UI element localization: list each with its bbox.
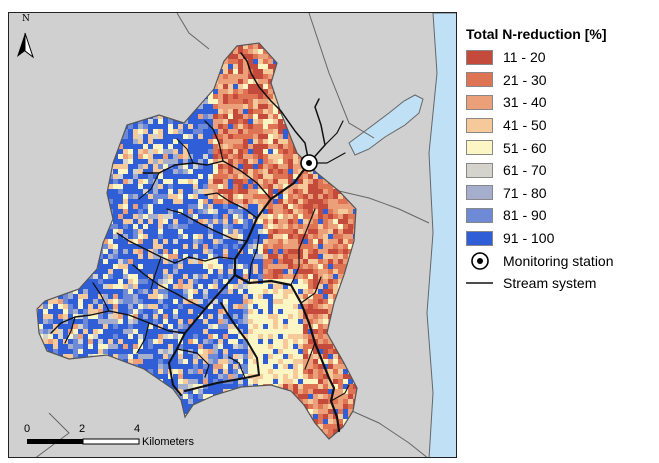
- legend-classes: 11 - 20 21 - 30 31 - 40 41 - 50 51 - 60 61 - …: [466, 46, 656, 249]
- legend-swatch: [466, 49, 493, 65]
- legend-class-label: 41 - 50: [503, 117, 547, 134]
- stream-system-label: Stream system: [503, 275, 597, 292]
- legend-class-7: 81 - 90: [466, 204, 656, 227]
- monitoring-station-icon: [466, 251, 493, 271]
- legend-stream-system: Stream system: [466, 272, 656, 295]
- catchment-map: [17, 13, 456, 457]
- legend-class-label: 91 - 100: [503, 230, 555, 247]
- legend-swatch: [466, 72, 493, 88]
- scale-tick-4: 4: [134, 423, 141, 435]
- legend-class-1: 21 - 30: [466, 69, 656, 92]
- legend-class-label: 71 - 80: [503, 184, 547, 201]
- legend-class-label: 31 - 40: [503, 94, 547, 111]
- monitoring-station-marker[interactable]: [300, 154, 318, 172]
- legend-swatch: [466, 94, 493, 110]
- legend-monitoring-station: Monitoring station: [466, 249, 656, 272]
- legend-class-2: 31 - 40: [466, 91, 656, 114]
- legend-class-5: 61 - 70: [466, 159, 656, 182]
- legend-swatch: [466, 117, 493, 133]
- legend-class-0: 11 - 20: [466, 46, 656, 69]
- legend-swatch: [466, 162, 493, 178]
- stream-line-icon: [466, 278, 493, 288]
- sea-area: [426, 13, 456, 457]
- legend-class-label: 81 - 90: [503, 207, 547, 224]
- north-arrow-icon: [17, 32, 34, 59]
- scale-tick-2: 2: [79, 423, 86, 435]
- scale-tick-0: 0: [24, 423, 31, 435]
- lake-area: [348, 94, 424, 156]
- scale-unit: Kilometers: [142, 436, 194, 448]
- legend-class-label: 51 - 60: [503, 139, 547, 156]
- legend-swatch: [466, 230, 493, 246]
- legend-class-3: 41 - 50: [466, 114, 656, 137]
- legend-class-label: 11 - 20: [503, 49, 546, 66]
- legend-class-label: 61 - 70: [503, 162, 547, 179]
- scale-bar: [27, 438, 140, 445]
- legend-swatch: [466, 207, 493, 223]
- monitoring-station-label: Monitoring station: [503, 252, 614, 269]
- stream-network: [50, 52, 350, 433]
- legend-class-label: 21 - 30: [503, 71, 547, 88]
- legend-swatch: [466, 185, 493, 201]
- n-reduction-raster: [37, 43, 357, 439]
- north-label: N: [22, 14, 30, 24]
- legend-title: Total N-reduction [%]: [466, 26, 607, 42]
- legend-class-6: 71 - 80: [466, 182, 656, 205]
- legend-swatch: [466, 140, 493, 156]
- catchment-boundary: [36, 42, 358, 440]
- legend-class-8: 91 - 100: [466, 227, 656, 250]
- map-frame: N 0 2 4 Kilometers: [8, 12, 457, 458]
- legend-class-4: 51 - 60: [466, 136, 656, 159]
- map-legend: Total N-reduction [%] 11 - 20 21 - 30 31 -…: [466, 26, 656, 295]
- coastline-lines: [35, 13, 430, 457]
